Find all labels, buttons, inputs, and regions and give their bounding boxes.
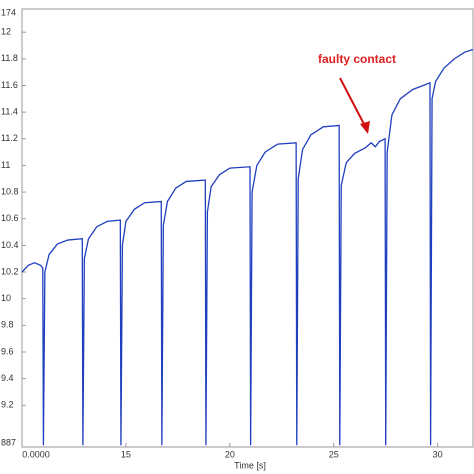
x-tick-label: 0.0000 xyxy=(22,449,50,459)
annotation-arrow xyxy=(339,77,367,129)
x-tick-label: 15 xyxy=(121,449,131,459)
data-line xyxy=(21,48,474,446)
y-tick-label: 11.8 xyxy=(1,53,18,63)
y-tick-label: 11.4 xyxy=(1,107,18,117)
x-tick-label: 25 xyxy=(329,449,339,459)
y-tick-label: 11 xyxy=(1,160,10,170)
y-tick-label: 9.2 xyxy=(1,400,14,410)
annotation: faulty contact xyxy=(318,52,396,66)
y-tick-label: 11.2 xyxy=(1,133,18,143)
y-tick-label: 10.6 xyxy=(1,213,19,223)
y-tick-label: 10 xyxy=(1,293,11,303)
x-tick-label: 30 xyxy=(433,449,443,459)
y-tick-label: 12 xyxy=(1,27,11,37)
y-tick-label: 11.6 xyxy=(1,80,18,90)
plot-frame xyxy=(21,8,474,448)
x-tick-label: 20 xyxy=(225,449,235,459)
y-tick-label: 9.6 xyxy=(1,346,14,356)
x-axis-label: Time [s] xyxy=(234,460,266,470)
annotation-arrowhead xyxy=(360,121,370,134)
y-tick-label: 9.8 xyxy=(1,320,14,330)
y-tick-label: 10.2 xyxy=(1,266,19,276)
y-tick-label: 10.4 xyxy=(1,240,19,250)
y-tick-label: 10.8 xyxy=(1,186,19,196)
y-tick-label: 174 xyxy=(1,7,16,17)
y-tick-label: 887 xyxy=(1,437,16,447)
y-tick-label: 9.4 xyxy=(1,373,14,383)
